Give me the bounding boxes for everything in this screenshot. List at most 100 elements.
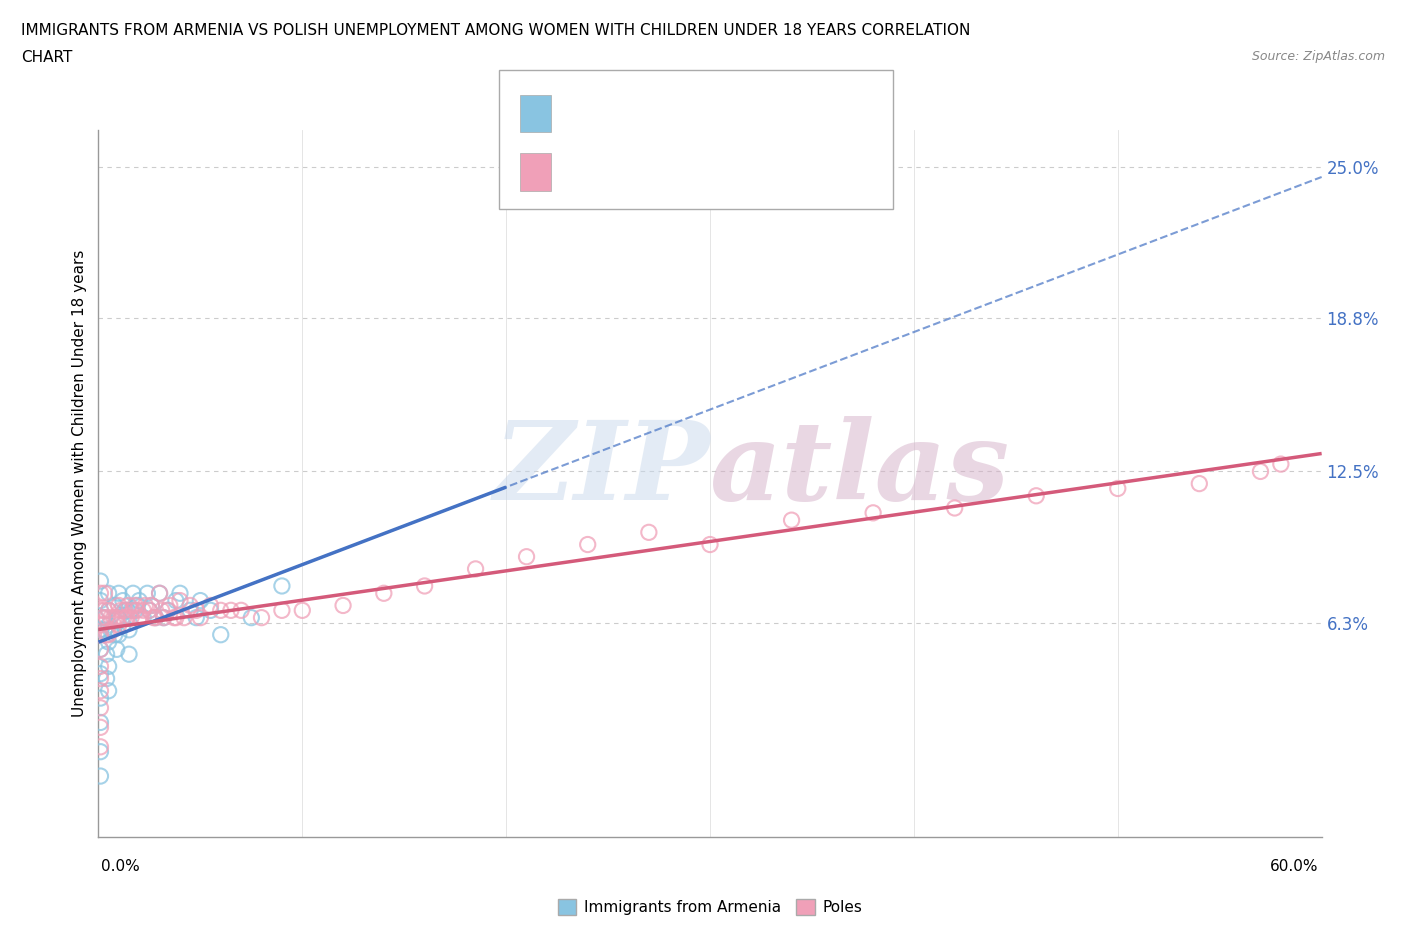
Point <box>114 603 136 618</box>
Point <box>231 603 253 618</box>
Text: Source: ZipAtlas.com: Source: ZipAtlas.com <box>1251 50 1385 63</box>
Point <box>219 603 242 618</box>
Point <box>89 666 111 681</box>
Point <box>89 586 111 601</box>
Point <box>104 598 127 613</box>
Point <box>862 505 884 520</box>
Point <box>165 610 187 625</box>
Point <box>699 538 721 552</box>
Point <box>122 586 145 601</box>
Point <box>141 598 163 613</box>
Point <box>96 627 118 642</box>
Point <box>291 603 314 618</box>
Point <box>104 610 127 625</box>
Text: 57: 57 <box>723 106 744 121</box>
Point <box>165 593 187 608</box>
Point <box>108 627 131 642</box>
Point <box>1249 464 1271 479</box>
Point <box>89 574 111 589</box>
Point <box>108 610 131 625</box>
Point <box>108 586 131 601</box>
Point <box>120 610 142 625</box>
Point <box>105 610 128 625</box>
Point <box>89 642 111 657</box>
Point <box>169 593 191 608</box>
Point <box>100 622 122 637</box>
Point <box>101 622 124 637</box>
Point <box>115 603 138 618</box>
Point <box>188 610 212 625</box>
Point <box>209 603 232 618</box>
Point <box>105 610 128 625</box>
Point <box>200 598 222 613</box>
Point <box>1025 488 1047 503</box>
Text: atlas: atlas <box>710 416 1011 524</box>
Point <box>120 603 142 618</box>
Point <box>149 586 172 601</box>
Point <box>127 603 149 618</box>
Point <box>163 610 186 625</box>
Point <box>138 603 160 618</box>
Point <box>96 671 118 686</box>
Point <box>1107 481 1129 496</box>
Point <box>114 603 136 618</box>
Point <box>209 627 232 642</box>
Text: 60.0%: 60.0% <box>1271 859 1319 874</box>
Point <box>152 610 174 625</box>
Point <box>173 610 195 625</box>
Point <box>142 610 165 625</box>
Point <box>108 598 131 613</box>
Point <box>93 622 115 637</box>
Point <box>118 598 141 613</box>
Point <box>96 646 118 661</box>
Point <box>780 512 803 527</box>
Point <box>111 610 134 625</box>
Text: ZIP: ZIP <box>494 416 710 524</box>
Point <box>516 550 538 565</box>
Point <box>270 603 294 618</box>
Point <box>93 610 115 625</box>
Point <box>124 603 146 618</box>
Point <box>240 610 263 625</box>
Point <box>159 598 181 613</box>
Point <box>89 627 111 642</box>
Text: N =: N = <box>678 106 711 121</box>
Point <box>156 603 179 618</box>
Point <box>1188 476 1211 491</box>
Point <box>188 593 212 608</box>
Point <box>332 598 354 613</box>
Point <box>89 744 111 759</box>
Point <box>156 603 179 618</box>
Point <box>97 627 120 642</box>
Point <box>110 603 132 618</box>
Point <box>89 768 111 783</box>
Point <box>413 578 436 593</box>
Point <box>186 603 208 618</box>
Point <box>270 578 294 593</box>
Point <box>145 610 167 625</box>
Text: 76: 76 <box>723 165 744 179</box>
Point <box>141 598 163 613</box>
Point <box>138 603 160 618</box>
Point <box>89 739 111 754</box>
Point <box>97 684 120 698</box>
Point <box>132 603 155 618</box>
Point <box>128 593 150 608</box>
Point <box>97 603 120 618</box>
Point <box>97 659 120 674</box>
Point <box>127 598 149 613</box>
Point <box>96 610 118 625</box>
Point <box>93 603 115 618</box>
Point <box>89 700 111 715</box>
Point <box>104 627 127 642</box>
Point <box>122 603 145 618</box>
Point <box>136 586 159 601</box>
Y-axis label: Unemployment Among Women with Children Under 18 years: Unemployment Among Women with Children U… <box>72 250 87 717</box>
Point <box>118 622 141 637</box>
Point <box>89 622 111 637</box>
Point <box>89 618 111 632</box>
Point <box>637 525 661 539</box>
Point <box>145 610 167 625</box>
Point <box>250 610 273 625</box>
Point <box>97 618 120 632</box>
